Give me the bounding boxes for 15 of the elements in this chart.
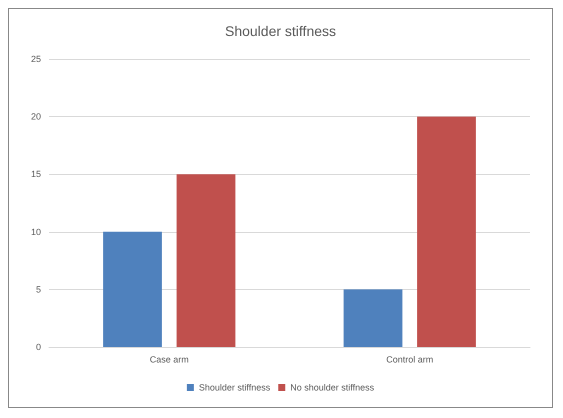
y-tick-label: 5 [36,284,41,294]
y-tick-label: 0 [36,342,41,352]
y-tick-label: 15 [30,169,41,180]
bar [103,232,162,347]
x-tick-label: Case arm [150,354,189,364]
bar [344,289,402,347]
legend-label: No shoulder stiffness [290,382,375,392]
bar [176,174,236,347]
bar [417,116,476,347]
y-tick-label: 10 [30,226,41,237]
chart-title: Shoulder stiffness [224,23,336,39]
legend-label: Shoulder stiffness [198,382,271,392]
y-tick-label: 20 [30,112,41,122]
x-tick-label: Control arm [386,354,434,364]
y-tick-label: 25 [30,54,41,64]
